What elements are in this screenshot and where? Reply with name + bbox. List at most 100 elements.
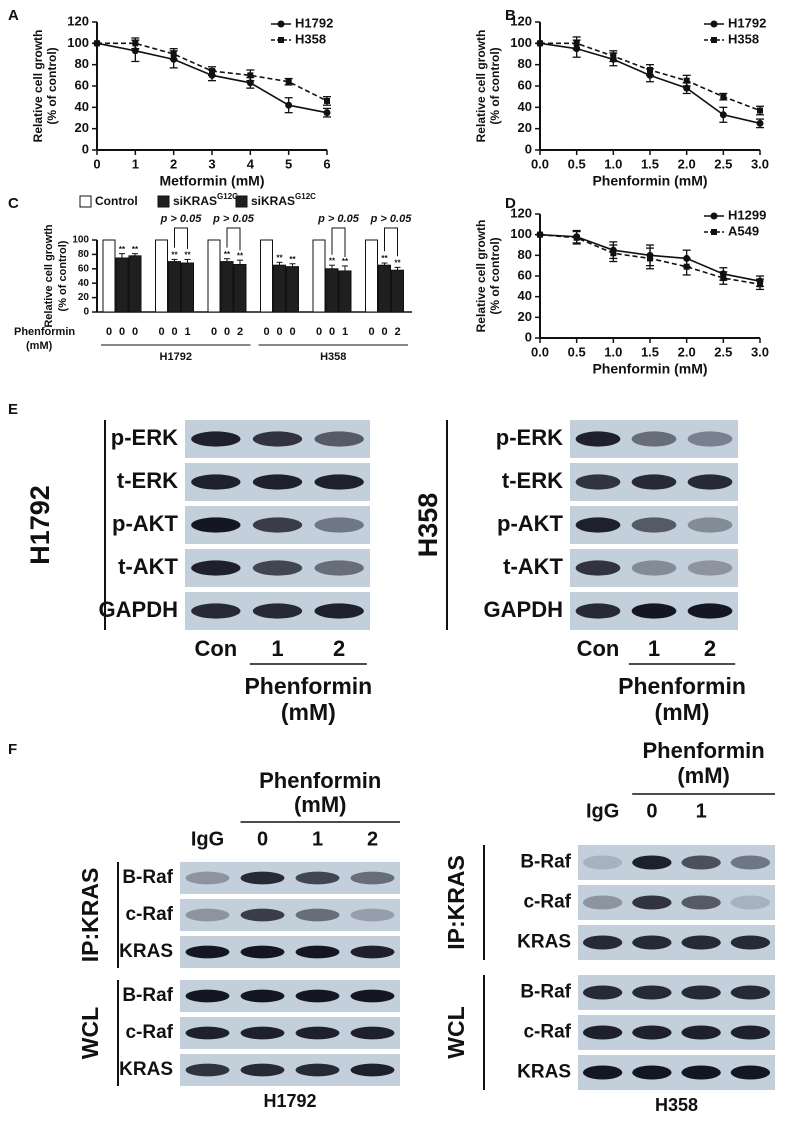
legend-label: H358 [728, 31, 759, 46]
blot-band [681, 855, 721, 870]
blot-band [240, 871, 285, 885]
legend-swatch [157, 195, 170, 208]
bar [233, 263, 247, 313]
blot-band [631, 474, 677, 490]
blot-band [350, 1063, 395, 1077]
row-label: p-ERK [111, 425, 178, 450]
row-label: c-Raf [523, 892, 571, 913]
blot-band [191, 603, 241, 619]
marker [683, 263, 690, 270]
y-tick-label: 60 [75, 77, 89, 92]
x-tick-label: 3 [208, 156, 215, 171]
blot-band [730, 1065, 771, 1080]
marker [719, 111, 727, 119]
marker [610, 250, 617, 257]
marker [720, 275, 727, 282]
blot-band [295, 1063, 340, 1077]
cell-line-label: H358 [655, 1095, 698, 1115]
blot-band [687, 474, 733, 490]
marker [170, 51, 177, 57]
x-tick-label: 2.0 [678, 344, 696, 359]
marker [247, 72, 254, 79]
significance: ** [394, 258, 401, 267]
blot-band [582, 1025, 623, 1040]
blot-band [730, 935, 771, 950]
blot-band [575, 560, 621, 576]
row-label: t-ERK [502, 468, 563, 493]
significance: ** [184, 251, 191, 260]
significance: ** [119, 245, 126, 254]
y-tick-label: 20 [75, 120, 89, 135]
marker [756, 119, 764, 127]
p-bracket [331, 227, 346, 257]
panel-letter: A [8, 7, 19, 24]
blot-band [681, 935, 721, 950]
x-tick-label: 3.0 [751, 344, 769, 359]
group-label: WCL [443, 1006, 469, 1058]
dose-axis-label: Phenformin [14, 326, 75, 338]
legend-name: siKRAS [251, 194, 295, 208]
blot-band [191, 517, 241, 533]
y-tick-label: 0 [525, 329, 532, 344]
blot-band [191, 474, 241, 490]
blot-band [582, 985, 623, 1000]
blot-band [252, 603, 303, 619]
lane-label: 2 [333, 636, 345, 661]
x-tick-label: 0.5 [568, 344, 586, 359]
y-tick-label: 0 [83, 307, 89, 318]
bar [115, 257, 129, 313]
blot-band [582, 895, 623, 910]
blot-band [185, 1026, 230, 1040]
legend-label: A549 [728, 223, 759, 238]
blot-band [632, 985, 672, 1000]
blot-band [687, 603, 733, 619]
marker [323, 109, 331, 117]
cell-line-label: H358 [413, 493, 443, 558]
legend-label: Control [95, 194, 138, 208]
row-label: p-ERK [496, 425, 563, 450]
blot-band [350, 945, 395, 959]
cell-line-label: H1792 [25, 485, 55, 565]
blot-strip [578, 845, 775, 880]
p-annotation: p > 0.05 [317, 213, 360, 225]
y-axis-label: (% of control) [45, 47, 59, 124]
lane-label: 2 [367, 828, 378, 850]
group-label: IP:KRAS [443, 855, 469, 950]
y-axis-label: (% of control) [57, 240, 69, 311]
dose-label: 2 [237, 326, 243, 338]
blot-band [240, 989, 285, 1003]
blot-band [185, 989, 230, 1003]
legend-marker [710, 212, 718, 220]
marker [573, 40, 580, 47]
blot-band [295, 908, 340, 922]
group-label: WCL [77, 1007, 103, 1059]
blot-band [252, 517, 303, 533]
blot-band [295, 1026, 340, 1040]
dose-label: 0 [119, 326, 125, 338]
x-tick-label: 2.5 [714, 156, 732, 171]
dose-label: 2 [394, 326, 400, 338]
x-tick-label: 1.0 [604, 156, 622, 171]
blot-band [185, 908, 230, 922]
y-tick-label: 80 [78, 249, 90, 260]
significance: ** [171, 251, 178, 260]
y-tick-label: 40 [78, 278, 90, 289]
marker [573, 234, 580, 241]
dose-axis-label: (mM) [26, 340, 53, 352]
marker [757, 281, 763, 288]
y-tick-label: 100 [510, 35, 532, 50]
blot-band [631, 560, 677, 576]
y-tick-label: 80 [75, 56, 89, 71]
y-tick-label: 40 [518, 288, 532, 303]
bar [155, 239, 168, 313]
marker [537, 231, 543, 238]
legend-swatch [79, 195, 92, 208]
legend-superscript: G12C [295, 192, 316, 201]
dose-label: 0 [106, 326, 112, 338]
blot-band [575, 474, 621, 490]
y-axis-label: Relative cell growth [474, 30, 488, 143]
panel-letter: D [505, 195, 516, 212]
lane-label: Con [577, 636, 620, 661]
dose-label: 0 [381, 326, 387, 338]
blot-band [575, 603, 621, 619]
